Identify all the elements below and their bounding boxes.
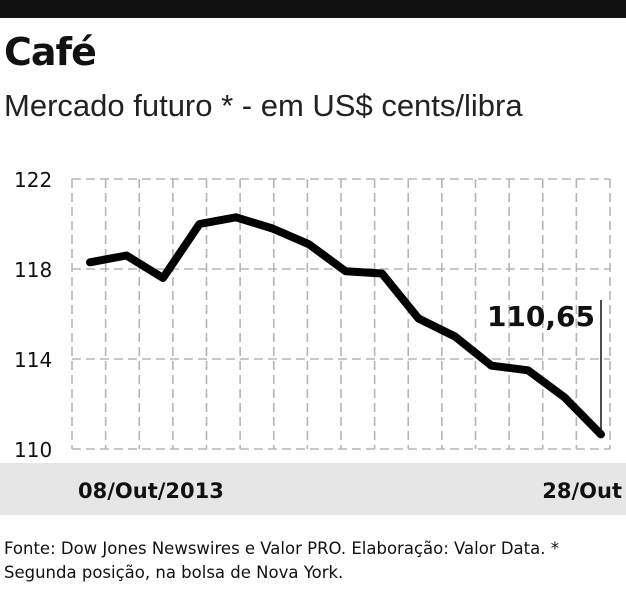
y-tick-label: 114	[14, 348, 52, 372]
data-point	[488, 362, 495, 370]
data-point	[415, 315, 422, 322]
data-point	[232, 213, 240, 221]
data-point	[269, 225, 276, 232]
data-point	[159, 274, 167, 282]
y-tick-label: 110	[14, 438, 52, 462]
line-chart: 122 118 114 110 110,65	[14, 168, 611, 462]
data-point	[342, 267, 349, 275]
x-axis-start-label: 08/Out/2013	[78, 479, 224, 503]
y-tick-label: 118	[14, 258, 52, 282]
top-bar	[0, 0, 626, 18]
data-point	[378, 270, 386, 277]
data-point	[524, 366, 532, 374]
source-note: Fonte: Dow Jones Newswires e Valor PRO. …	[4, 539, 559, 582]
data-point	[196, 220, 203, 228]
x-axis-band	[0, 463, 626, 515]
data-point	[86, 258, 94, 266]
data-point	[305, 240, 313, 248]
x-axis-end-label: 28/Out	[542, 479, 622, 503]
data-point	[123, 252, 130, 259]
data-point	[451, 333, 459, 340]
chart-subtitle: Mercado futuro * - em US$ cents/libra	[4, 88, 523, 123]
chart-title: Café	[4, 30, 97, 74]
data-point	[561, 393, 568, 401]
y-tick-label: 122	[14, 168, 52, 192]
last-value-label: 110,65	[487, 300, 595, 333]
